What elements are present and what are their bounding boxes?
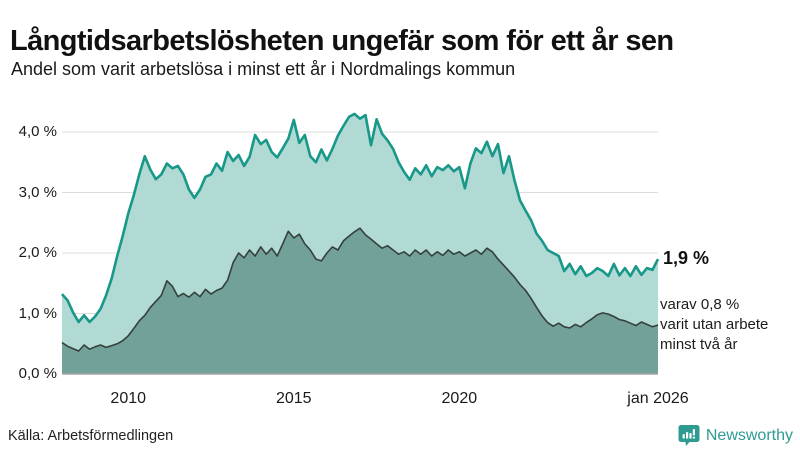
newsworthy-logo-icon bbox=[678, 425, 700, 446]
y-axis-label: 2,0 % bbox=[18, 244, 57, 261]
y-axis-label: 1,0 % bbox=[18, 304, 57, 322]
x-axis-label: jan 2026 bbox=[627, 390, 689, 407]
latest-value-label: 1,9 % bbox=[663, 248, 710, 268]
y-axis-label: 4,0 % bbox=[18, 123, 57, 140]
secondary-series-note: varav 0,8 % varit utan arbete minst två … bbox=[660, 295, 768, 355]
newsworthy-brand: Newsworthy bbox=[678, 424, 793, 447]
note-line-2: varit utan arbete bbox=[660, 316, 769, 333]
chart-subtitle: Andel som varit arbetslösa i minst ett å… bbox=[11, 59, 516, 79]
note-line-3: minst två år bbox=[660, 336, 738, 353]
y-axis-label: 3,0 % bbox=[18, 183, 57, 201]
page-title: Långtidsarbetslösheten ungefär som för e… bbox=[10, 25, 674, 58]
y-axis-label: 0,0 % bbox=[18, 365, 57, 382]
source-credit: Källa: Arbetsförmedlingen bbox=[8, 428, 174, 444]
x-axis-label: 2020 bbox=[441, 390, 478, 407]
x-axis-label: 2015 bbox=[275, 390, 312, 407]
note-line-1: varav 0,8 % bbox=[660, 296, 740, 313]
newsworthy-brand-text: Newsworthy bbox=[705, 426, 793, 444]
x-axis-label: 2010 bbox=[110, 390, 147, 407]
